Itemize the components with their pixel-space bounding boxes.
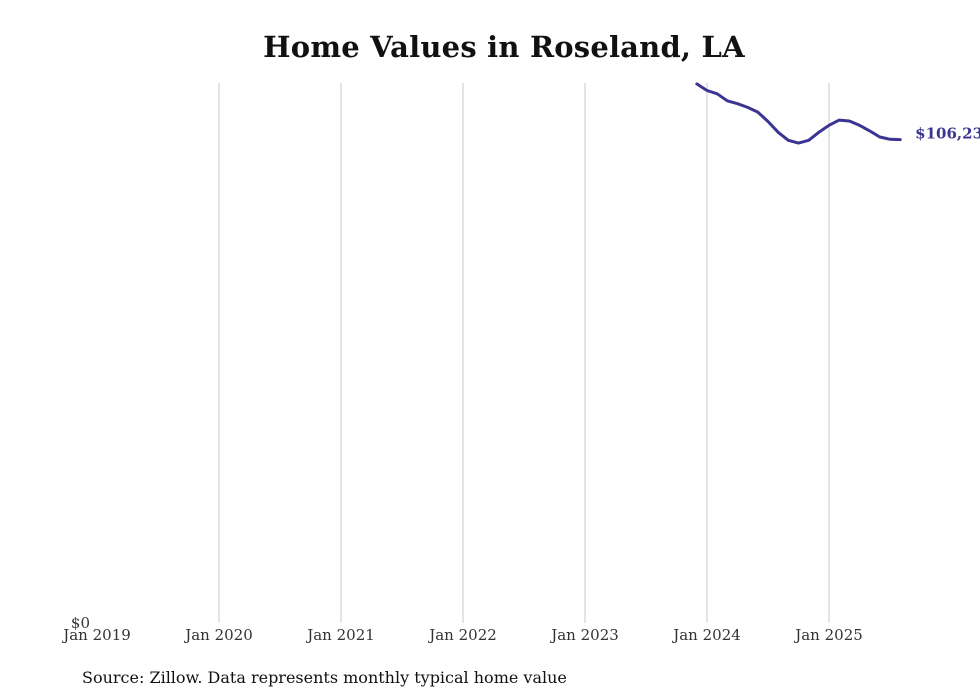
x-tick-label: Jan 2021 xyxy=(305,626,375,644)
series-line xyxy=(695,82,902,145)
x-tick-label: Jan 2020 xyxy=(183,626,253,644)
x-tick-label: Jan 2022 xyxy=(427,626,497,644)
x-tick-label: Jan 2025 xyxy=(793,626,863,644)
series-line-layer xyxy=(695,82,902,145)
y-tick-label: $0 xyxy=(71,614,90,632)
end-value-label: $106,23 xyxy=(915,125,980,143)
line-chart: Jan 2019 Jan 2020 Jan 2021 Jan 2022 Jan 2023… xyxy=(61,82,980,644)
x-tick-label: Jan 2023 xyxy=(549,626,619,644)
chart-source-note: Source: Zillow. Data represents monthly … xyxy=(82,668,567,687)
y-axis: $0 xyxy=(71,614,90,632)
chart-title: Home Values in Roseland, LA xyxy=(263,30,745,64)
x-axis: Jan 2019 Jan 2020 Jan 2021 Jan 2022 Jan 2023… xyxy=(61,626,863,644)
x-tick-label: Jan 2024 xyxy=(671,626,741,644)
x-tick-label: Jan 2019 xyxy=(61,626,131,644)
end-label-layer: $106,23 xyxy=(915,125,980,143)
grid-lines xyxy=(218,83,830,623)
